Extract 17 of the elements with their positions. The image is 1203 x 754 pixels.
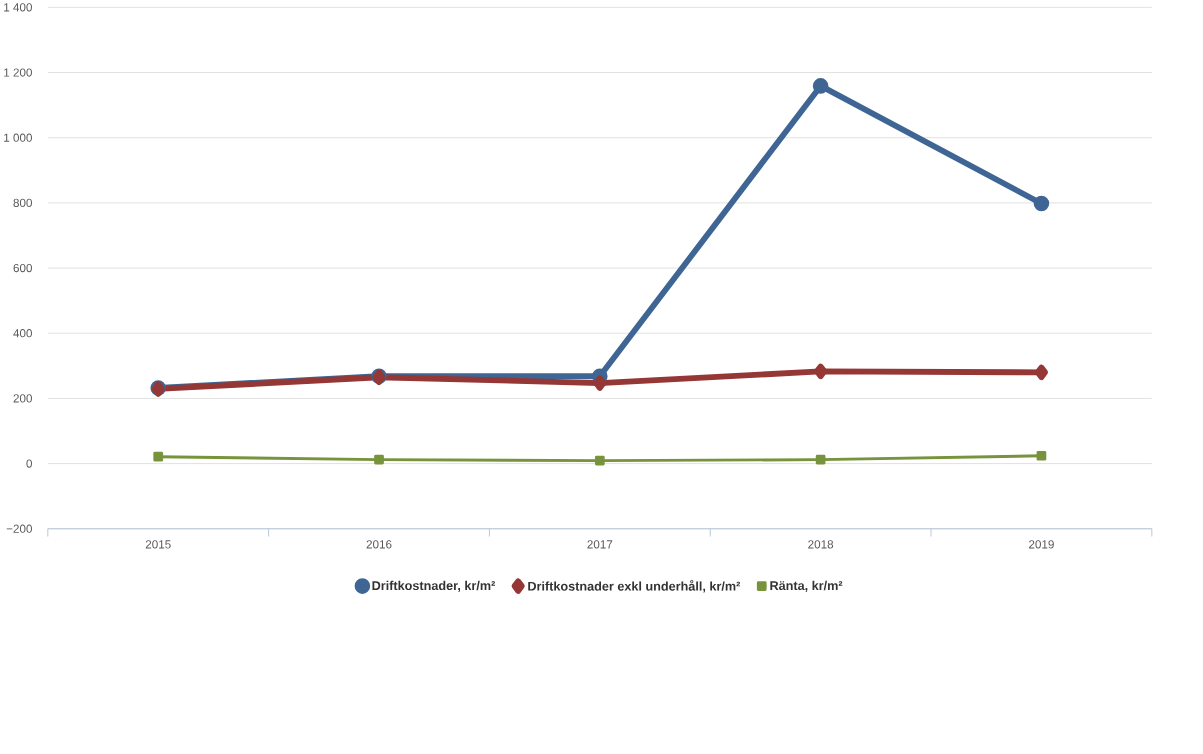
y-tick-label: 600 [13, 264, 32, 273]
y-tick-label: 0 [26, 459, 32, 468]
x-tick-label: 2015 [145, 540, 171, 549]
x-tick-label: 2017 [587, 540, 613, 549]
y-tick-label: 1 200 [4, 68, 32, 77]
y-tick-label: 800 [13, 198, 32, 208]
legend-label: Ränta, kr/m² [770, 580, 843, 593]
y-tick-label: −200 [6, 524, 32, 534]
legend-label: Driftkostnader, kr/m² [372, 580, 496, 593]
y-tick-label: 1 000 [4, 133, 32, 143]
y-tick-label: 400 [13, 329, 32, 338]
y-tick-label: 1 400 [4, 3, 32, 12]
x-tick-label: 2018 [808, 540, 834, 549]
x-tick-label: 2019 [1029, 540, 1054, 549]
y-tick-label: 200 [13, 394, 32, 403]
x-tick-label: 2016 [366, 540, 392, 549]
legend-label: Driftkostnader exkl underhåll, kr/m² [528, 580, 741, 593]
